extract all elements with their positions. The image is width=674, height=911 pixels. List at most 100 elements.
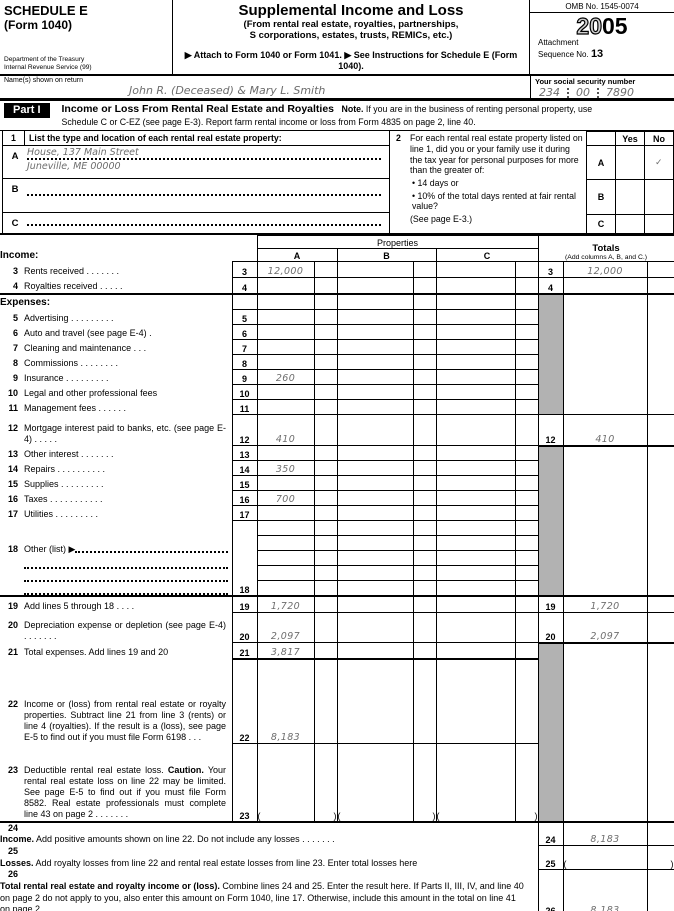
line21-cents-c xyxy=(514,642,539,660)
line4-amount-c xyxy=(435,277,516,295)
line13-label: 13 Other interest . . . . . . . xyxy=(7,449,114,460)
line21-label: 21 Total expenses. Add lines 19 and 20 xyxy=(7,647,169,658)
line18-row5-cents-b xyxy=(412,580,437,597)
expenses-spacer-a-cents xyxy=(313,293,338,311)
line12-cents-c xyxy=(514,414,539,447)
line2-bullet2: • 10% of the total days rented at fair r… xyxy=(412,190,576,212)
line18-row5-amount-a xyxy=(256,580,315,597)
line16-amount-c xyxy=(435,490,516,507)
column-a-header: A xyxy=(256,248,338,263)
line17-cents-a xyxy=(313,505,338,522)
attach-instructions: ▶ Attach to Form 1040 or Form 1041. ▶ Se… xyxy=(173,50,529,74)
line16-amount-a: 700 xyxy=(256,490,315,507)
line18-row4-amount-b xyxy=(336,565,414,582)
line20-total: 2,097 xyxy=(562,612,648,644)
line24-total-number: 24 xyxy=(537,821,564,847)
form-subtitle-line1: (From rental real estate, royalties, par… xyxy=(243,19,459,30)
answer-b-no-cell xyxy=(644,179,674,216)
line11-number: 11 xyxy=(231,399,258,416)
line23-paren-open-c: ( xyxy=(435,743,516,823)
line20-total-cents xyxy=(646,612,674,644)
answer-c-yes-cell xyxy=(615,214,645,235)
line12-amount-c xyxy=(435,414,516,447)
line18-row3-cents-b xyxy=(412,550,437,567)
line19-number: 19 xyxy=(231,595,258,614)
property-a-line1: House, 137 Main Street xyxy=(27,146,381,161)
line3-cents-a xyxy=(313,261,338,279)
line16-label: 16 Taxes . . . . . . . . . . . xyxy=(7,494,103,505)
line18-row2-amount-a xyxy=(256,535,315,552)
omb-year-block: OMB No. 1545-0074 2005 Attachment Sequen… xyxy=(530,0,674,74)
part1-note-line2: Schedule C or C-EZ (see page E-3). Repor… xyxy=(61,116,476,127)
line19-cents-c xyxy=(514,595,539,614)
property-row-c: C xyxy=(3,213,389,233)
line18-row1-cents-a xyxy=(313,520,338,537)
line11-cents-c xyxy=(514,399,539,416)
line24-label: 24Income. Add positive amounts shown on … xyxy=(0,822,335,845)
property-row-b: B xyxy=(3,179,389,214)
property-c-entry xyxy=(27,213,389,233)
line22-number: 22 xyxy=(231,658,258,745)
line7-number: 7 xyxy=(231,339,258,356)
part1-note-lead: Note. xyxy=(341,104,364,114)
line14-cents-c xyxy=(514,460,539,477)
line20-amount-a: 2,097 xyxy=(256,612,315,644)
totals-shaded-column-upper xyxy=(537,293,564,416)
line17-amount-a xyxy=(256,505,315,522)
line18-row1-cents-b xyxy=(412,520,437,537)
line17-cents-c xyxy=(514,505,539,522)
line9-label: 9 Insurance . . . . . . . . . xyxy=(12,373,109,384)
part1-heading-row: Part I Income or Loss From Rental Real E… xyxy=(0,101,674,129)
line17-number: 17 xyxy=(231,505,258,522)
sequence-label: Sequence No. xyxy=(538,49,589,59)
line8-cents-c xyxy=(514,354,539,371)
income-expense-table: Income: Properties Totals (Add columns A… xyxy=(0,235,674,911)
line22-cents-a xyxy=(313,658,338,745)
line18-dotted-line xyxy=(24,569,228,582)
line5-cents-c xyxy=(514,309,539,326)
line14-amount-a: 350 xyxy=(256,460,315,477)
line18-row3-cents-a xyxy=(313,550,338,567)
line13-amount-a xyxy=(256,445,315,462)
line7-cents-b xyxy=(412,339,437,356)
line11-amount-c xyxy=(435,399,516,416)
line18-row3-cents-c xyxy=(514,550,539,567)
line10-amount-a xyxy=(256,384,315,401)
form-header: SCHEDULE E (Form 1040) Department of the… xyxy=(0,0,674,76)
line24-total-cents xyxy=(646,821,674,847)
line12-amount-a: 410 xyxy=(256,414,315,447)
line21-amount-a: 3,817 xyxy=(256,642,315,660)
line18-row5-amount-b xyxy=(336,580,414,597)
line17-amount-c xyxy=(435,505,516,522)
ssn-label: Your social security number xyxy=(535,77,636,86)
line18-row3-amount-c xyxy=(435,550,516,567)
totals-empty-upper-cents xyxy=(646,293,674,416)
line6-number: 6 xyxy=(231,324,258,341)
line18-row4-amount-c xyxy=(435,565,516,582)
form-title: Supplemental Income and Loss xyxy=(238,2,464,19)
property-c-line1 xyxy=(27,213,381,227)
line10-amount-b xyxy=(336,384,414,401)
line9-amount-b xyxy=(336,369,414,386)
line4-total xyxy=(562,277,648,295)
name-block: Name(s) shown on return John R. (Decease… xyxy=(0,76,530,98)
column-b-header: B xyxy=(336,248,437,263)
totals-empty-middle-cents xyxy=(646,445,674,597)
sequence-number: 13 xyxy=(590,47,604,60)
line26-label: 26Total rental real estate and royalty i… xyxy=(0,869,539,911)
line7-amount-a xyxy=(256,339,315,356)
line3-total-number: 3 xyxy=(537,261,564,279)
form-id-block: SCHEDULE E (Form 1040) Department of the… xyxy=(0,0,173,74)
line4-amount-b xyxy=(336,277,414,295)
expenses-spacer-c xyxy=(435,293,516,311)
line9-cents-c xyxy=(514,369,539,386)
line3-amount-a: 12,000 xyxy=(256,261,315,279)
line6-amount-b xyxy=(336,324,414,341)
line8-amount-c xyxy=(435,354,516,371)
line23-paren-close-a: ) xyxy=(313,743,338,823)
totals-shaded-column-lower xyxy=(537,642,564,823)
column-c-header: C xyxy=(435,248,539,263)
totals-empty-middle xyxy=(562,445,648,597)
line13-amount-c xyxy=(435,445,516,462)
line18-row3-amount-b xyxy=(336,550,414,567)
